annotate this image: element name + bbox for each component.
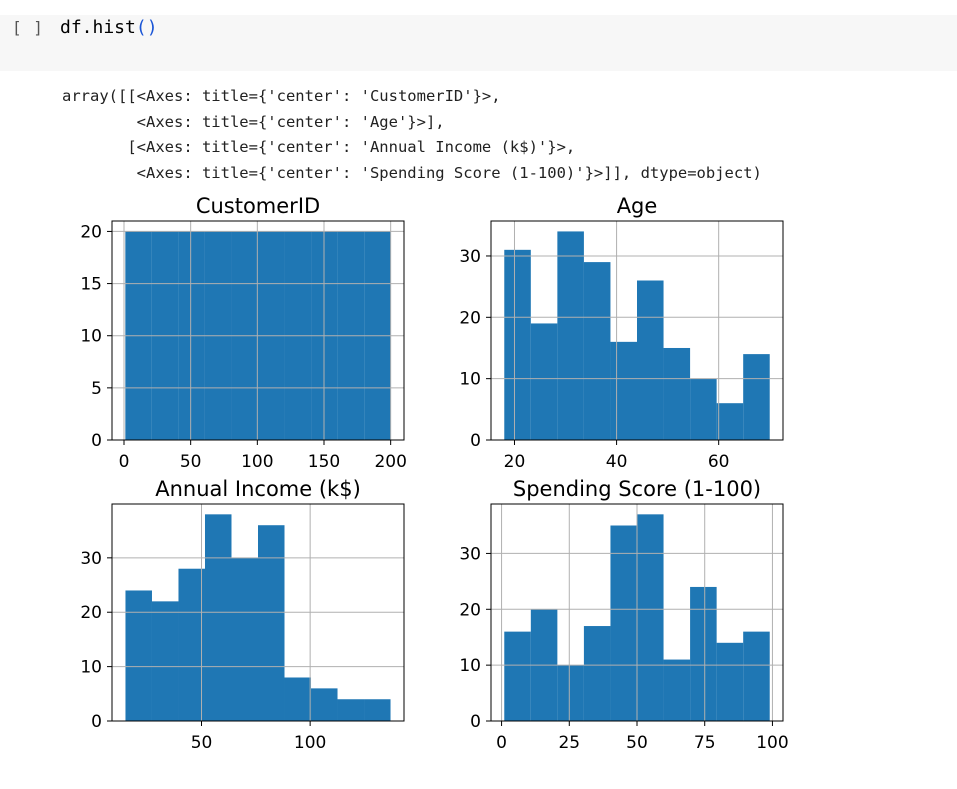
- y-tick-label: 10: [459, 370, 481, 390]
- cell-run-prompt[interactable]: [ ]: [12, 18, 44, 37]
- histogram-bar: [504, 631, 531, 721]
- y-tick-label: 20: [80, 222, 102, 242]
- axes-frame: [490, 220, 784, 441]
- histogram-bar: [716, 642, 744, 721]
- x-tick-label: 75: [694, 733, 716, 753]
- histogram-bar: [337, 699, 365, 721]
- histogram-bar: [557, 231, 584, 440]
- x-tick-label: 25: [558, 733, 580, 753]
- output-line: <Axes: title={'center': 'Spending Score …: [62, 163, 762, 182]
- code-line[interactable]: df.hist(): [60, 17, 158, 38]
- x-tick-label: 200: [374, 452, 406, 472]
- code-cell-input[interactable]: [0, 15, 957, 71]
- histogram-bar: [125, 590, 152, 721]
- y-tick-label: 15: [80, 275, 102, 295]
- histogram-bar: [204, 514, 232, 721]
- x-tick-label: 50: [626, 733, 648, 753]
- y-tick-label: 30: [459, 544, 481, 564]
- histogram-bar: [690, 586, 717, 721]
- x-tick-label: 60: [708, 452, 730, 472]
- histogram-bar: [504, 249, 531, 440]
- x-tick-label: 0: [496, 733, 507, 753]
- y-tick-label: 30: [80, 549, 102, 569]
- histogram-bar: [583, 626, 611, 721]
- cell-output-text: array([[<Axes: title={'center': 'Custome…: [62, 84, 762, 186]
- histogram-bar: [637, 514, 664, 721]
- x-tick-label: 50: [180, 452, 202, 472]
- histogram-bar: [716, 403, 744, 440]
- x-tick-label: 0: [119, 452, 130, 472]
- y-tick-label: 20: [80, 603, 102, 623]
- histogram-bar: [583, 262, 611, 440]
- subplot-title: CustomerID: [196, 194, 320, 218]
- histogram-bar: [637, 280, 664, 440]
- y-tick-label: 10: [80, 658, 102, 678]
- subplot-title: Spending Score (1-100): [513, 477, 761, 501]
- y-tick-label: 0: [91, 712, 102, 732]
- histogram-bar: [743, 354, 770, 440]
- y-tick-label: 20: [459, 308, 481, 328]
- x-tick-label: 50: [191, 733, 213, 753]
- histogram-bar: [231, 557, 258, 721]
- output-line: array([[<Axes: title={'center': 'Custome…: [62, 87, 501, 105]
- y-tick-label: 0: [470, 431, 481, 451]
- x-tick-label: 150: [308, 452, 340, 472]
- y-tick-label: 10: [459, 656, 481, 676]
- axes-frame: [111, 220, 405, 441]
- output-line: <Axes: title={'center': 'Age'}>],: [62, 112, 445, 131]
- histogram-bar: [743, 631, 770, 721]
- subplot-title: Age: [617, 194, 658, 218]
- histogram-bar: [364, 699, 391, 721]
- y-tick-label: 5: [91, 379, 102, 399]
- y-tick-label: 30: [459, 247, 481, 267]
- code-paren: (): [135, 17, 158, 38]
- histogram-bar: [258, 525, 285, 721]
- histogram-bar: [610, 341, 637, 440]
- histogram-bar: [284, 677, 312, 721]
- y-tick-label: 0: [91, 431, 102, 451]
- histogram-bar: [178, 568, 205, 721]
- y-tick-label: 10: [80, 327, 102, 347]
- histogram-bar: [663, 659, 691, 721]
- histogram-bar: [610, 525, 637, 721]
- code-text: df.hist: [60, 17, 136, 38]
- x-tick-label: 40: [606, 452, 628, 472]
- histogram-bar: [530, 323, 558, 440]
- histogram-bar: [663, 347, 691, 440]
- y-tick-label: 0: [470, 712, 481, 732]
- output-line: [<Axes: title={'center': 'Annual Income …: [62, 138, 576, 156]
- x-tick-label: 100: [756, 733, 788, 753]
- y-tick-label: 20: [459, 600, 481, 620]
- histogram-bar: [151, 601, 179, 721]
- x-tick-label: 100: [294, 733, 326, 753]
- histogram-bar: [557, 665, 584, 721]
- subplot-title: Annual Income (k$): [155, 477, 361, 501]
- x-tick-label: 100: [241, 452, 273, 472]
- x-tick-label: 20: [504, 452, 526, 472]
- histogram-bar: [690, 378, 717, 440]
- histogram-bar: [311, 688, 338, 721]
